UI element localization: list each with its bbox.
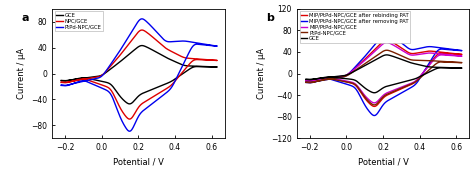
Text: a: a <box>21 13 28 22</box>
Y-axis label: Current / μA: Current / μA <box>17 48 26 99</box>
PtPd-NPC/GCE <box>127 130 133 132</box>
Line: NPC/GCE: NPC/GCE <box>61 30 217 119</box>
X-axis label: Potential / V: Potential / V <box>113 158 164 167</box>
PtPd-NPC/GCE <box>185 40 191 43</box>
Line: PtPd-NPC/GCE: PtPd-NPC/GCE <box>306 50 462 105</box>
MIP/PtPd-NPC/GCE <box>365 98 371 101</box>
MIP/PtPd-NPC/GCE after rebinding PAT <box>441 52 447 54</box>
NPC/GCE <box>156 92 162 94</box>
PtPd-NPC/GCE <box>156 98 162 100</box>
MIP/PtPd-NPC/GCE after removing PAT <box>335 77 341 79</box>
GCE <box>303 78 309 80</box>
MIP/PtPd-NPC/GCE after removing PAT <box>303 81 309 84</box>
MIP/PtPd-NPC/GCE after rebinding PAT <box>384 39 390 41</box>
NPC/GCE <box>127 118 132 120</box>
MIP/PtPd-NPC/GCE <box>401 85 406 87</box>
GCE <box>441 66 447 69</box>
PtPd-NPC/GCE <box>371 104 377 106</box>
PtPd-NPC/GCE <box>384 49 390 51</box>
MIP/PtPd-NPC/GCE <box>372 102 377 104</box>
MIP/PtPd-NPC/GCE <box>430 52 436 54</box>
PtPd-NPC/GCE <box>127 130 132 132</box>
NPC/GCE <box>58 81 64 83</box>
Line: MIP/PtPd-NPC/GCE after removing PAT: MIP/PtPd-NPC/GCE after removing PAT <box>306 33 462 116</box>
PtPd-NPC/GCE <box>303 81 309 83</box>
PtPd-NPC/GCE <box>372 104 377 106</box>
GCE <box>401 81 406 83</box>
MIP/PtPd-NPC/GCE after removing PAT <box>441 47 447 49</box>
PtPd-NPC/GCE <box>335 77 341 79</box>
Line: GCE: GCE <box>306 55 462 93</box>
PtPd-NPC/GCE <box>430 60 436 62</box>
MIP/PtPd-NPC/GCE after rebinding PAT <box>430 50 436 52</box>
PtPd-NPC/GCE <box>401 86 406 88</box>
X-axis label: Potential / V: Potential / V <box>358 158 409 167</box>
PtPd-NPC/GCE <box>139 18 145 20</box>
GCE <box>185 65 191 67</box>
Legend: MIP/PtPd-NPC/GCE after rebinding PAT, MIP/PtPd-NPC/GCE after removing PAT, MIP/P: MIP/PtPd-NPC/GCE after rebinding PAT, MI… <box>300 11 410 43</box>
NPC/GCE <box>121 113 127 115</box>
MIP/PtPd-NPC/GCE after removing PAT <box>303 81 309 83</box>
MIP/PtPd-NPC/GCE after rebinding PAT <box>303 80 309 82</box>
MIP/PtPd-NPC/GCE <box>303 79 309 81</box>
MIP/PtPd-NPC/GCE after removing PAT <box>365 110 371 112</box>
GCE <box>335 75 341 78</box>
NPC/GCE <box>196 58 202 60</box>
MIP/PtPd-NPC/GCE after rebinding PAT <box>303 80 309 82</box>
PtPd-NPC/GCE <box>58 84 64 86</box>
Y-axis label: Current / μA: Current / μA <box>257 48 266 99</box>
Line: MIP/PtPd-NPC/GCE after rebinding PAT: MIP/PtPd-NPC/GCE after rebinding PAT <box>306 40 462 106</box>
NPC/GCE <box>127 118 133 120</box>
GCE <box>196 65 202 67</box>
MIP/PtPd-NPC/GCE after rebinding PAT <box>401 87 406 89</box>
Line: MIP/PtPd-NPC/GCE: MIP/PtPd-NPC/GCE <box>306 42 462 103</box>
GCE <box>372 92 377 94</box>
MIP/PtPd-NPC/GCE after removing PAT <box>371 115 377 117</box>
PtPd-NPC/GCE <box>91 78 96 80</box>
MIP/PtPd-NPC/GCE <box>371 102 377 104</box>
MIP/PtPd-NPC/GCE after rebinding PAT <box>371 105 377 107</box>
MIP/PtPd-NPC/GCE <box>441 53 447 55</box>
GCE <box>156 86 162 88</box>
Text: b: b <box>266 13 274 22</box>
PtPd-NPC/GCE <box>441 61 447 63</box>
GCE <box>127 103 132 105</box>
MIP/PtPd-NPC/GCE after removing PAT <box>430 46 436 48</box>
MIP/PtPd-NPC/GCE <box>303 79 309 81</box>
GCE <box>127 103 133 105</box>
MIP/PtPd-NPC/GCE <box>335 76 341 78</box>
MIP/PtPd-NPC/GCE after rebinding PAT <box>372 105 377 107</box>
NPC/GCE <box>91 77 96 79</box>
GCE <box>91 76 96 78</box>
Legend: GCE, NPC/GCE, PtPd-NPC/GCE: GCE, NPC/GCE, PtPd-NPC/GCE <box>55 11 103 31</box>
Line: GCE: GCE <box>61 45 217 104</box>
GCE <box>371 92 377 94</box>
GCE <box>58 79 64 81</box>
Line: PtPd-NPC/GCE: PtPd-NPC/GCE <box>61 19 217 131</box>
PtPd-NPC/GCE <box>196 42 202 44</box>
MIP/PtPd-NPC/GCE after removing PAT <box>372 115 377 117</box>
GCE <box>384 54 390 56</box>
MIP/PtPd-NPC/GCE after removing PAT <box>401 91 406 93</box>
PtPd-NPC/GCE <box>58 84 64 86</box>
PtPd-NPC/GCE <box>121 123 127 125</box>
GCE <box>58 80 64 82</box>
NPC/GCE <box>58 81 64 84</box>
PtPd-NPC/GCE <box>365 100 371 102</box>
GCE <box>365 89 371 92</box>
PtPd-NPC/GCE <box>303 81 309 84</box>
GCE <box>139 44 145 47</box>
GCE <box>430 66 436 68</box>
NPC/GCE <box>185 57 191 59</box>
MIP/PtPd-NPC/GCE <box>384 41 390 43</box>
GCE <box>303 78 309 80</box>
MIP/PtPd-NPC/GCE after removing PAT <box>384 32 390 34</box>
MIP/PtPd-NPC/GCE after rebinding PAT <box>335 76 341 78</box>
NPC/GCE <box>139 29 145 31</box>
MIP/PtPd-NPC/GCE after rebinding PAT <box>365 102 371 104</box>
GCE <box>121 99 127 101</box>
